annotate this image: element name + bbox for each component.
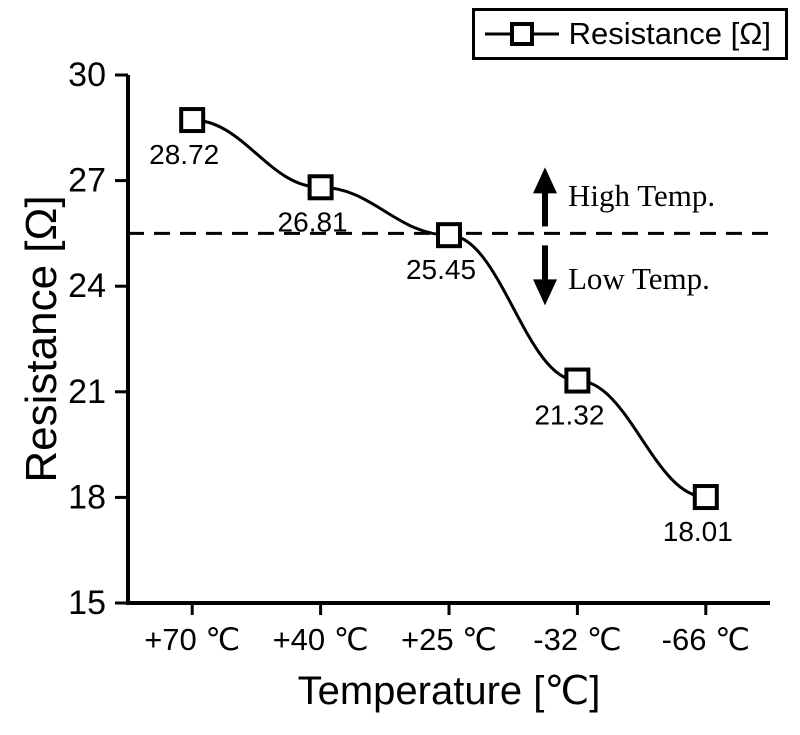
y-tick-label: 24 [68, 267, 106, 305]
annotation-low-temp: Low Temp. [568, 261, 710, 296]
up-arrow-head-icon [533, 167, 557, 194]
y-tick-label: 18 [68, 478, 106, 516]
data-point-label: 18.01 [663, 516, 733, 547]
data-point-label: 25.45 [406, 254, 476, 285]
x-axis-title: Temperature [℃] [297, 669, 601, 713]
data-point-marker [307, 174, 334, 201]
data-point-label: 28.72 [149, 139, 219, 170]
data-point-marker [179, 107, 206, 134]
legend-label: Resistance [Ω] [568, 16, 771, 51]
data-point-marker [564, 367, 591, 394]
y-tick-label: 30 [68, 56, 106, 94]
legend-line-marker-icon [484, 22, 559, 46]
y-tick-label: 15 [68, 584, 106, 622]
annotation-high-temp: High Temp. [568, 178, 716, 213]
data-point-marker [692, 484, 719, 511]
y-tick-label: 27 [68, 162, 106, 200]
y-tick-label: 21 [68, 373, 106, 411]
x-tick-label: -66 ℃ [662, 622, 750, 657]
y-axis-title: Resistance [Ω] [17, 195, 66, 483]
x-tick-label: +70 ℃ [144, 622, 240, 657]
legend: Resistance [Ω] [471, 8, 788, 60]
x-tick-label: +25 ℃ [401, 622, 497, 657]
data-point-marker [436, 222, 462, 249]
data-point-label: 21.32 [534, 400, 604, 431]
x-tick-label: -32 ℃ [533, 622, 621, 657]
data-point-label: 26.81 [278, 206, 348, 237]
x-tick-label: +40 ℃ [273, 622, 369, 657]
series-line [192, 118, 706, 499]
down-arrow-head-icon [533, 279, 557, 306]
